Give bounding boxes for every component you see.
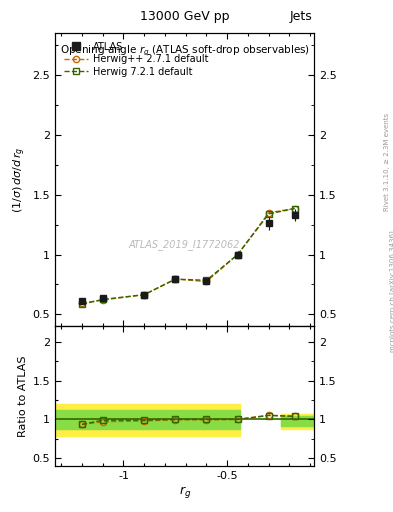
Text: ATLAS_2019_I1772062: ATLAS_2019_I1772062 [129,239,241,250]
Legend: ATLAS, Herwig++ 2.7.1 default, Herwig 7.2.1 default: ATLAS, Herwig++ 2.7.1 default, Herwig 7.… [60,38,212,81]
Text: Rivet 3.1.10, ≥ 2.3M events: Rivet 3.1.10, ≥ 2.3M events [384,113,390,211]
Text: 13000 GeV pp: 13000 GeV pp [140,10,230,23]
Text: mcplots.cern.ch [arXiv:1306.3436]: mcplots.cern.ch [arXiv:1306.3436] [389,230,393,352]
X-axis label: $r_g$: $r_g$ [178,483,191,500]
Text: Jets: Jets [290,10,312,23]
Text: Opening angle $r_g$ (ATLAS soft-drop observables): Opening angle $r_g$ (ATLAS soft-drop obs… [60,44,310,58]
Y-axis label: $(1/\sigma)\,d\sigma/d\,r_g$: $(1/\sigma)\,d\sigma/d\,r_g$ [12,146,28,213]
Y-axis label: Ratio to ATLAS: Ratio to ATLAS [18,355,28,437]
